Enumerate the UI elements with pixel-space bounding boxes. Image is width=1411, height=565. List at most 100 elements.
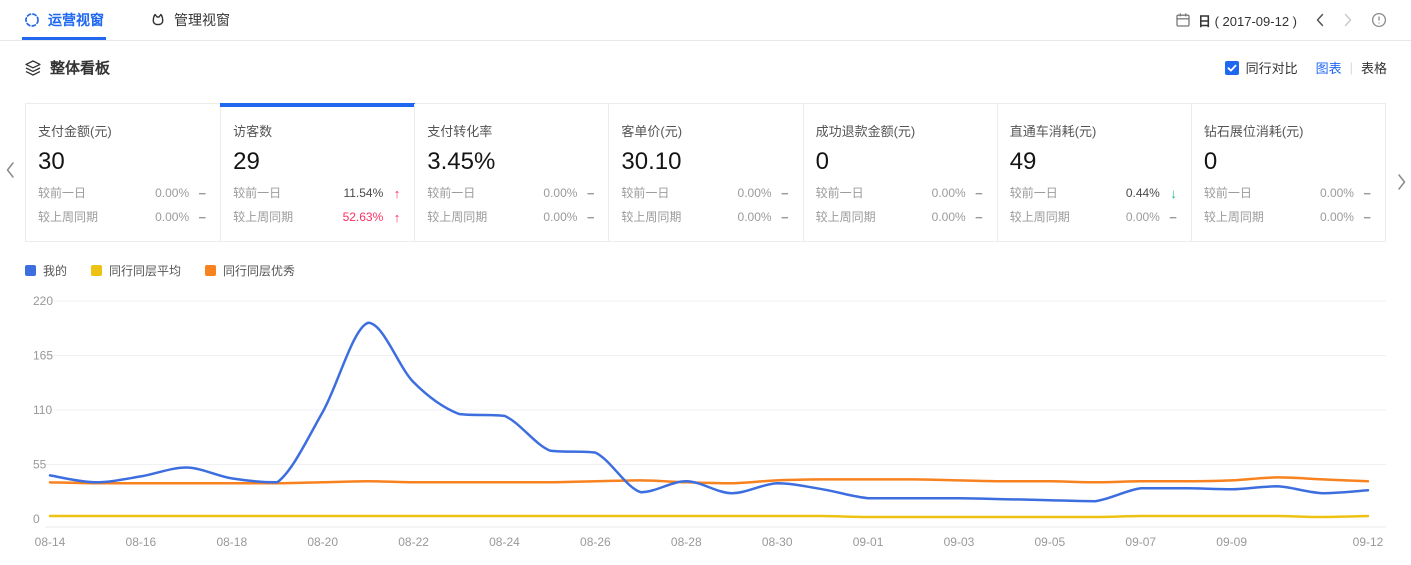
view-table-link[interactable]: 表格: [1360, 61, 1387, 76]
compare-period-label: 较上周同期: [38, 210, 99, 224]
peer-compare-checkbox[interactable]: 同行对比: [1224, 58, 1298, 77]
prev-day-button[interactable]: [1315, 13, 1325, 27]
tab-operation-view[interactable]: 运营视窗: [22, 0, 106, 40]
legend-label: 我的: [43, 263, 68, 278]
layers-icon: [24, 59, 42, 77]
info-icon[interactable]: [1371, 12, 1387, 28]
compare-period-label: 较上周同期: [233, 210, 294, 224]
metric-title: 成功退款金额(元): [815, 124, 916, 139]
compare-percent-value: 0.00%: [155, 210, 190, 224]
date-value: ( 2017-09-12 ): [1214, 13, 1297, 29]
compare-period-label: 较前一日: [621, 186, 670, 200]
metric-card[interactable]: 直通车消耗(元) 49 较前一日 0.44% ↓ 较上周同期 0.00% −: [996, 104, 1191, 241]
trend-arrow-icon: −: [1169, 210, 1177, 225]
svg-text:09-01: 09-01: [853, 535, 884, 549]
svg-text:08-20: 08-20: [307, 535, 338, 549]
legend-swatch-icon: [25, 264, 36, 276]
compare-period-label: 较前一日: [38, 186, 87, 200]
cat-icon: [150, 12, 166, 28]
svg-text:09-12: 09-12: [1353, 535, 1384, 549]
svg-text:08-14: 08-14: [35, 535, 66, 549]
svg-text:110: 110: [33, 403, 52, 417]
metric-value: 0: [1203, 148, 1218, 175]
metric-value: 30.10: [621, 148, 682, 175]
calendar-icon: [1175, 12, 1191, 28]
metric-value: 0: [815, 148, 829, 175]
trend-arrow-icon: ↑: [393, 186, 401, 201]
compare-percent-value: 0.00%: [1319, 186, 1354, 200]
trend-arrow-icon: ↓: [1170, 186, 1177, 201]
trend-arrow-icon: −: [1363, 186, 1371, 201]
metric-card[interactable]: 成功退款金额(元) 0 较前一日 0.00% − 较上周同期 0.00% −: [802, 104, 997, 241]
metric-card[interactable]: 访客数 29 较前一日 11.54% ↑ 较上周同期 52.63% ↑: [220, 103, 416, 241]
compare-period-label: 较前一日: [1009, 186, 1058, 200]
nav-right-controls: 日 ( 2017-09-12 ): [1175, 11, 1387, 30]
trend-arrow-icon: −: [198, 186, 207, 201]
compare-percent-value: 0.00%: [155, 186, 190, 200]
tab-label: 管理视窗: [174, 12, 230, 28]
svg-text:08-26: 08-26: [580, 535, 611, 549]
svg-text:220: 220: [33, 294, 53, 308]
svg-text:165: 165: [33, 349, 53, 363]
legend-item[interactable]: 同行同层平均: [91, 262, 181, 279]
trend-chart[interactable]: 0 55 110 165 220 08-14 08-16 08-18 08-20 08-22 08-…: [25, 294, 1386, 554]
metric-card[interactable]: 支付金额(元) 30 较前一日 0.00% − 较上周同期 0.00% −: [26, 104, 221, 241]
metric-card[interactable]: 支付转化率 3.45% 较前一日 0.00% − 较上周同期 0.00% −: [414, 104, 609, 241]
svg-text:55: 55: [33, 458, 47, 472]
metric-title: 直通车消耗(元): [1009, 124, 1097, 139]
svg-text:09-03: 09-03: [944, 535, 975, 549]
view-toggle: 图表 | 表格: [1316, 58, 1387, 77]
date-picker[interactable]: 日 ( 2017-09-12 ): [1175, 11, 1297, 30]
metric-title: 访客数: [233, 124, 273, 139]
svg-text:08-18: 08-18: [216, 535, 247, 549]
metric-card[interactable]: 客单价(元) 30.10 较前一日 0.00% − 较上周同期 0.00% −: [608, 104, 803, 241]
svg-text:08-22: 08-22: [398, 535, 429, 549]
trend-arrow-icon: −: [586, 210, 595, 225]
next-day-button[interactable]: [1343, 13, 1353, 27]
compare-period-label: 较前一日: [427, 186, 476, 200]
legend-label: 同行同层优秀: [223, 263, 296, 278]
trend-arrow-icon: −: [198, 210, 207, 225]
compare-period-label: 较上周同期: [621, 210, 682, 224]
compare-period-label: 较前一日: [233, 186, 282, 200]
svg-text:08-24: 08-24: [489, 535, 520, 549]
metric-value: 29: [233, 148, 260, 175]
trend-arrow-icon: −: [780, 210, 789, 225]
checkbox-icon: [1224, 60, 1239, 75]
metric-title: 客单价(元): [621, 124, 683, 139]
compare-period-label: 较上周同期: [815, 210, 876, 224]
legend-item[interactable]: 我的: [25, 262, 67, 279]
metric-card[interactable]: 钻石展位消耗(元) 0 较前一日 0.00% − 较上周同期 0.00% −: [1190, 104, 1385, 241]
legend-swatch-icon: [205, 264, 217, 276]
svg-text:08-16: 08-16: [126, 535, 157, 549]
metric-cards-area: 支付金额(元) 30 较前一日 0.00% − 较上周同期 0.00% − 访客…: [0, 103, 1411, 242]
svg-text:09-09: 09-09: [1216, 535, 1247, 549]
cards-scroll-right-button[interactable]: [1397, 173, 1407, 194]
section-header: 整体看板 同行对比 图表 | 表格: [0, 41, 1411, 94]
trend-arrow-icon: −: [780, 186, 789, 201]
metric-value: 49: [1009, 148, 1037, 175]
legend-item[interactable]: 同行同层优秀: [205, 262, 295, 279]
compare-percent-value: 0.00%: [1319, 210, 1354, 224]
metric-value: 30: [38, 148, 65, 175]
compare-period-label: 较前一日: [815, 186, 864, 200]
compare-percent-value: 0.00%: [737, 210, 772, 224]
legend-swatch-icon: [91, 264, 103, 276]
svg-text:08-28: 08-28: [671, 535, 702, 549]
dashed-circle-icon: [24, 12, 40, 28]
tab-management-view[interactable]: 管理视窗: [150, 0, 230, 40]
page-title: 整体看板: [50, 60, 111, 77]
svg-text:08-30: 08-30: [762, 535, 793, 549]
compare-period-label: 较上周同期: [427, 210, 488, 224]
compare-percent-value: 0.00%: [737, 186, 772, 200]
metric-title: 支付金额(元): [38, 124, 112, 139]
date-granularity: 日: [1197, 13, 1211, 29]
view-chart-link[interactable]: 图表: [1315, 61, 1342, 76]
compare-period-label: 较前一日: [1203, 186, 1252, 200]
peer-compare-label: 同行对比: [1245, 61, 1298, 76]
chart-legend: 我的 同行同层平均 同行同层优秀: [0, 262, 1411, 278]
compare-period-label: 较上周同期: [1009, 210, 1070, 224]
cards-scroll-left-button[interactable]: [5, 161, 15, 182]
view-toggle-divider: |: [1349, 60, 1353, 75]
